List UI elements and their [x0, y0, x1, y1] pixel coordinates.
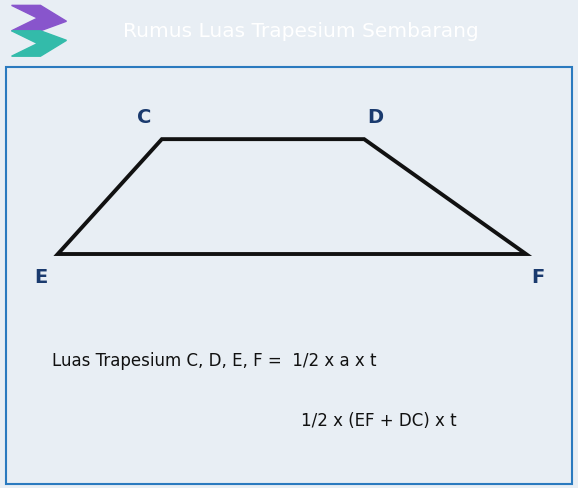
Text: D: D — [368, 108, 384, 127]
Text: Luas Trapesium C, D, E, F =  1/2 x a x t: Luas Trapesium C, D, E, F = 1/2 x a x t — [52, 352, 376, 369]
Text: E: E — [34, 267, 47, 286]
Polygon shape — [12, 32, 66, 57]
Text: 1/2 x (EF + DC) x t: 1/2 x (EF + DC) x t — [301, 411, 456, 429]
Polygon shape — [12, 6, 66, 32]
Text: F: F — [531, 267, 544, 286]
Text: Rumus Luas Trapesium Sembarang: Rumus Luas Trapesium Sembarang — [123, 22, 479, 41]
Text: C: C — [138, 108, 151, 127]
